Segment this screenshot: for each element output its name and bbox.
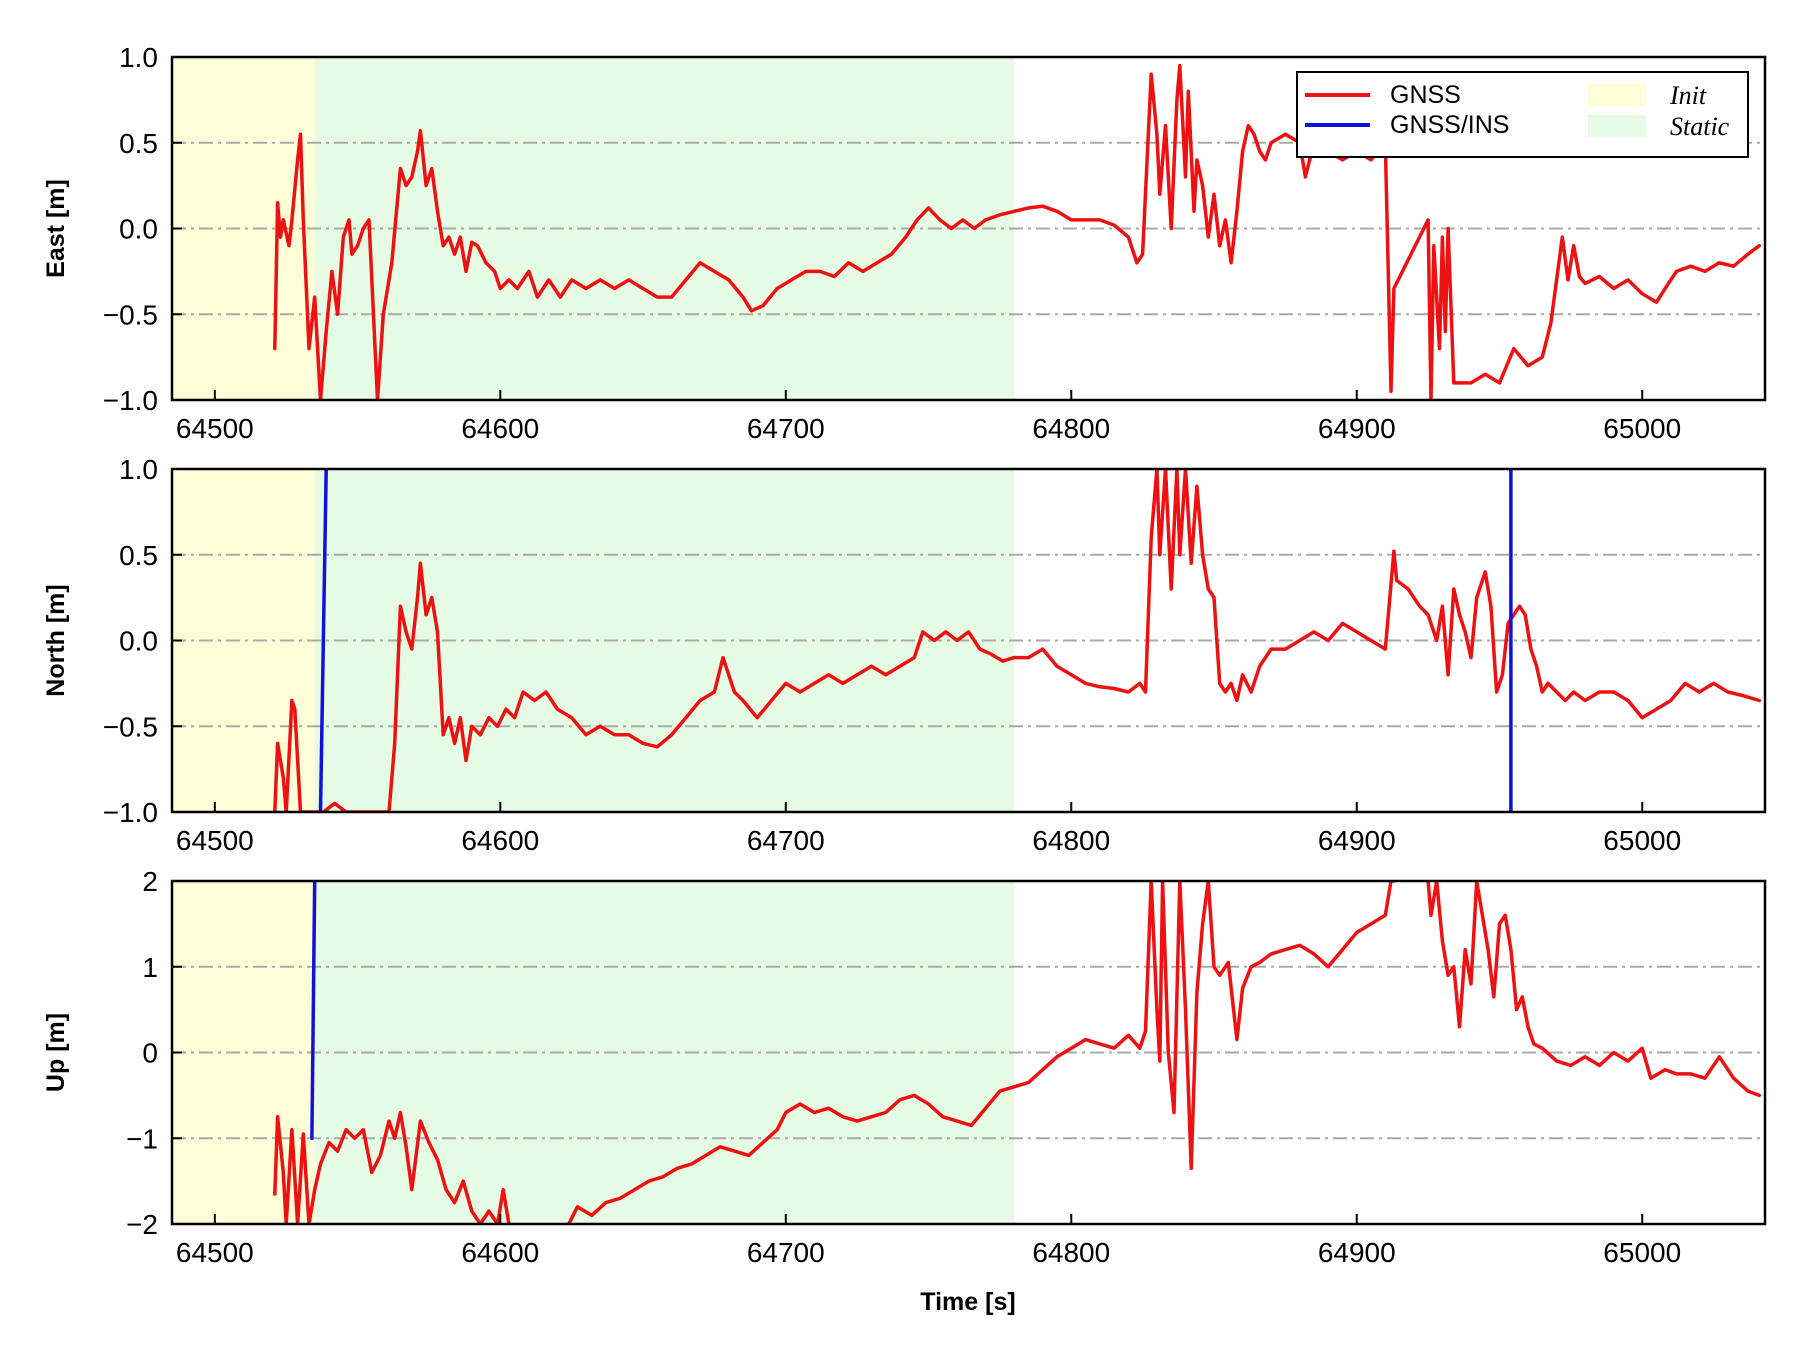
- x-tick-label: 64600: [461, 825, 539, 856]
- y-tick-label: 1.0: [119, 42, 158, 73]
- y-tick-label: 2: [142, 866, 158, 897]
- y-tick-label: 0.0: [119, 214, 158, 245]
- x-tick-label: 64700: [747, 1237, 825, 1268]
- y-tick-label: −0.5: [103, 711, 158, 742]
- legend-init-label: Init: [1669, 81, 1707, 110]
- x-tick-label: 65000: [1603, 825, 1681, 856]
- legend-frame: [1296, 71, 1749, 158]
- y-tick-label: 0.5: [119, 128, 158, 159]
- legend-init-swatch: [1588, 84, 1646, 106]
- series-gnss-line: [273, 63, 1762, 400]
- legend-gnss-label: GNSS: [1390, 81, 1461, 109]
- y-tick-label: 1: [142, 952, 158, 983]
- x-tick-label: 64900: [1318, 413, 1396, 444]
- series-group: [273, 881, 1762, 1224]
- series-gnss-line: [273, 469, 1762, 812]
- x-tick-label: 64900: [1318, 1237, 1396, 1268]
- y-axis-title: Up [m]: [42, 1013, 70, 1092]
- y-tick-label: −1: [126, 1123, 158, 1154]
- x-tick-label: 65000: [1603, 413, 1681, 444]
- x-tick-label: 64900: [1318, 825, 1396, 856]
- series-gnss-line: [273, 881, 1762, 1224]
- panels-layer: 1.0 0.5 0.0 −0.5 −1.0 64500 64600 64700 64800 649…: [42, 42, 1767, 1268]
- x-tick-label: 64600: [461, 413, 539, 444]
- x-tick-label: 64700: [747, 413, 825, 444]
- y-tick-label: 0.0: [119, 626, 158, 657]
- y-axis-title: North [m]: [42, 584, 70, 696]
- series-group: [273, 63, 1762, 400]
- panel-3: 2 1 0 −1 −2 64500 64600 64700 64800 64900 65000 Up …: [42, 866, 1767, 1268]
- y-tick-label: −1.0: [103, 797, 158, 828]
- y-tick-label: 0.5: [119, 540, 158, 571]
- y-tick-label: −1.0: [103, 385, 158, 416]
- x-axis-title: Time [s]: [920, 1288, 1015, 1316]
- y-axis-title: East [m]: [42, 179, 70, 278]
- x-tick-label: 64500: [176, 1237, 254, 1268]
- x-tick-label: 64600: [461, 1237, 539, 1268]
- series-group: [273, 469, 1762, 812]
- panel-2: 1.0 0.5 0.0 −0.5 −1.0 64500 64600 64700 64800 649…: [42, 454, 1767, 856]
- x-tick-label: 64800: [1032, 825, 1110, 856]
- y-tick-label: 0: [142, 1038, 158, 1069]
- y-tick-label: 1.0: [119, 454, 158, 485]
- legend: GNSS GNSS/INS Init Static: [1296, 71, 1749, 158]
- x-tick-label: 64800: [1032, 413, 1110, 444]
- x-tick-label: 64700: [747, 825, 825, 856]
- legend-gnss-ins-label: GNSS/INS: [1390, 111, 1509, 139]
- panel-1: 1.0 0.5 0.0 −0.5 −1.0 64500 64600 64700 64800 649…: [42, 42, 1767, 444]
- x-tick-label: 64800: [1032, 1237, 1110, 1268]
- legend-static-swatch: [1588, 115, 1646, 137]
- x-tick-label: 64500: [176, 413, 254, 444]
- series-gnss-ins-line: [310, 881, 317, 1141]
- y-tick-label: −0.5: [103, 299, 158, 330]
- y-tick-label: −2: [126, 1209, 158, 1240]
- x-tick-label: 65000: [1603, 1237, 1681, 1268]
- series-gnss-ins-line: [318, 469, 1513, 812]
- legend-static-label: Static: [1670, 112, 1730, 141]
- x-tick-label: 64500: [176, 825, 254, 856]
